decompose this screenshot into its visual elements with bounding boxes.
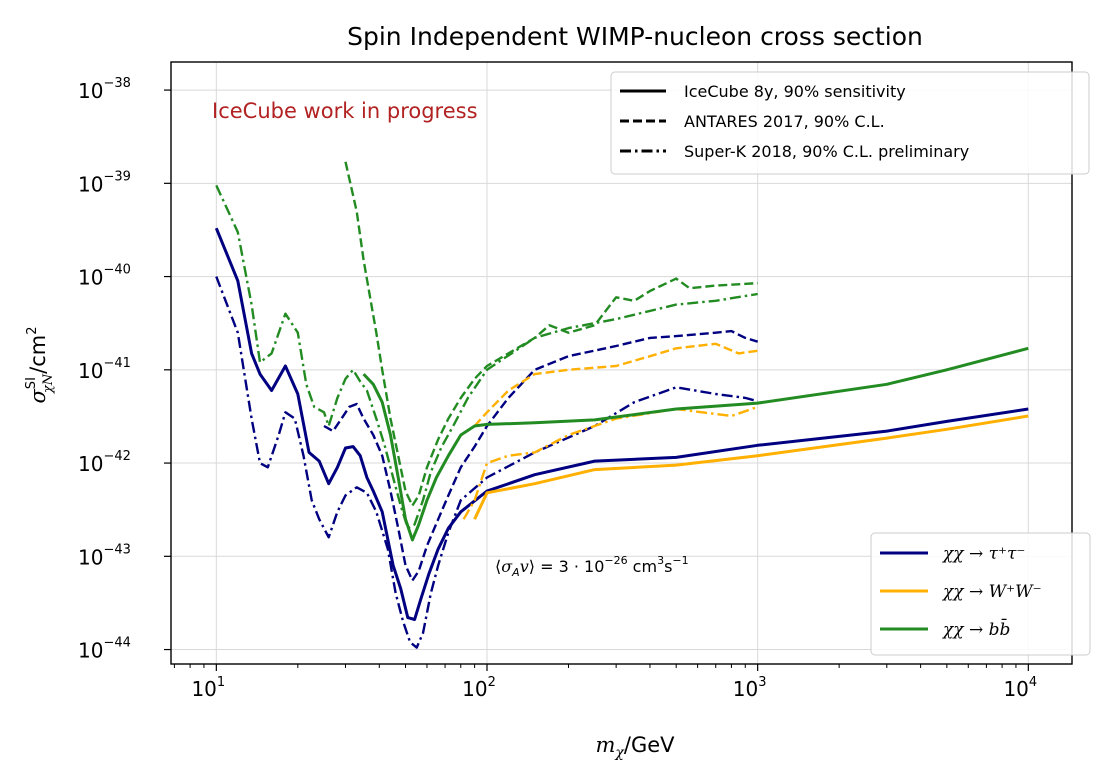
y-tick-label: 10−40: [78, 263, 131, 290]
y-tick-label: 10−43: [78, 542, 131, 569]
series-antares-tautau: [323, 329, 759, 582]
legend-label-dashed: ANTARES 2017, 90% C.L.: [684, 112, 885, 131]
series-icecube-tautau: [214, 227, 1029, 621]
y-tick-label: 10−41: [78, 356, 131, 383]
x-axis-ticks: 101 102 103 104: [173, 664, 1037, 701]
y-tick-label: 10−42: [78, 449, 131, 476]
series-layer: [214, 161, 1029, 649]
watermark-text: IceCube work in progress: [212, 99, 478, 123]
channel-legend: χχ → τ⁺τ⁻ χχ → W⁺W⁻ χχ → bb̄: [870, 532, 1091, 656]
y-tick-label: 10−39: [78, 169, 131, 196]
legend-channel-label-1: χχ → W⁺W⁻: [942, 582, 1042, 602]
channel-legend-box: [870, 532, 1091, 656]
legend-label-dashdot: Super-K 2018, 90% C.L. preliminary: [684, 142, 969, 161]
plot-frame: [170, 61, 1073, 665]
y-axis-label: σSI χN/cm2: [24, 326, 56, 403]
series-superk-bb: [215, 184, 758, 530]
y-tick-label: 10−38: [78, 76, 131, 103]
series-superk-WW: [462, 405, 759, 520]
legend-label-solid: IceCube 8y, 90% sensitivity: [684, 82, 906, 101]
cross-section-annotation: ⟨σAv⟩ = 3 · 10−26 cm3s−1: [495, 554, 689, 579]
series-antares-WW: [473, 342, 758, 427]
chart-title: Spin Independent WIMP-nucleon cross sect…: [347, 22, 923, 51]
legend-channel-label-2: χχ → bb̄: [942, 617, 1010, 640]
experiment-legend-box: [610, 71, 1090, 175]
x-tick-label: 101: [191, 675, 225, 701]
y-tick-label: 10−44: [78, 636, 131, 663]
experiment-legend: IceCube 8y, 90% sensitivity ANTARES 2017,…: [610, 71, 1090, 175]
series-icecube-WW: [473, 414, 1029, 520]
x-tick-label: 104: [1003, 675, 1037, 701]
x-tick-label: 102: [462, 675, 496, 701]
legend-channel-label-0: χχ → τ⁺τ⁻: [942, 544, 1025, 564]
series-icecube-bb: [362, 346, 1029, 542]
y-axis-ticks: 10−44 10−43 10−42 10−41 10−40 10−39 10−38: [78, 76, 171, 663]
series-antares-bb: [344, 161, 758, 507]
series-superk-tautau: [215, 276, 759, 649]
x-tick-label: 103: [733, 675, 767, 701]
x-axis-label: mχ/GeV: [595, 733, 675, 761]
